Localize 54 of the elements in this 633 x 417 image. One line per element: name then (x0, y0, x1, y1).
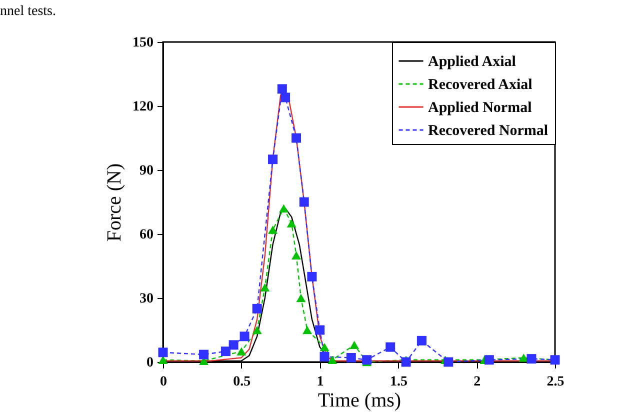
legend-label: Applied Normal (428, 100, 532, 116)
point (296, 294, 306, 302)
point (320, 342, 330, 352)
point (278, 204, 288, 213)
y-tick-label: 90 (140, 164, 154, 178)
point (350, 340, 360, 350)
point (260, 283, 270, 292)
point (299, 197, 309, 207)
point (268, 226, 278, 234)
y-tick-label: 0 (146, 356, 154, 370)
point (228, 340, 238, 350)
y-axis-title: Force (N) (104, 163, 126, 242)
y-tick-label: 30 (140, 292, 154, 306)
point (292, 133, 302, 143)
x-tick-label: 2 (474, 374, 481, 390)
legend-label: Recovered Normal (428, 123, 548, 139)
legend-label: Applied Axial (428, 54, 516, 70)
x-tick-label: 1.5 (390, 374, 408, 390)
x-tick-label: 1 (316, 374, 324, 390)
point (328, 356, 338, 364)
point (416, 336, 426, 346)
point (292, 251, 302, 260)
point (315, 325, 325, 335)
y-tick-label: 150 (132, 36, 154, 50)
y-tick-label: 120 (132, 100, 154, 114)
point (286, 219, 296, 228)
point (268, 154, 278, 164)
point (526, 354, 536, 364)
x-axis-title: Time (ms) (318, 390, 402, 412)
point (401, 357, 411, 367)
legend-label: Recovered Axial (428, 77, 532, 93)
x-tick-label: 0 (160, 374, 167, 390)
point (220, 346, 230, 356)
point (158, 348, 168, 358)
point (252, 326, 262, 334)
point (362, 355, 372, 365)
point (236, 347, 246, 356)
point (252, 304, 262, 314)
point (518, 354, 528, 362)
point (199, 350, 209, 360)
point (280, 92, 290, 102)
point (320, 352, 330, 362)
x-tick-label: 2.5 (546, 374, 564, 390)
point (484, 355, 494, 365)
x-tick-label: 0.5 (233, 374, 251, 390)
text: nnel tests. (0, 4, 56, 20)
point (307, 272, 317, 282)
point (386, 342, 396, 352)
point (444, 357, 454, 367)
point (240, 332, 250, 342)
point (277, 84, 287, 94)
point (302, 326, 312, 334)
point (346, 352, 356, 362)
y-tick-label: 60 (140, 228, 154, 242)
